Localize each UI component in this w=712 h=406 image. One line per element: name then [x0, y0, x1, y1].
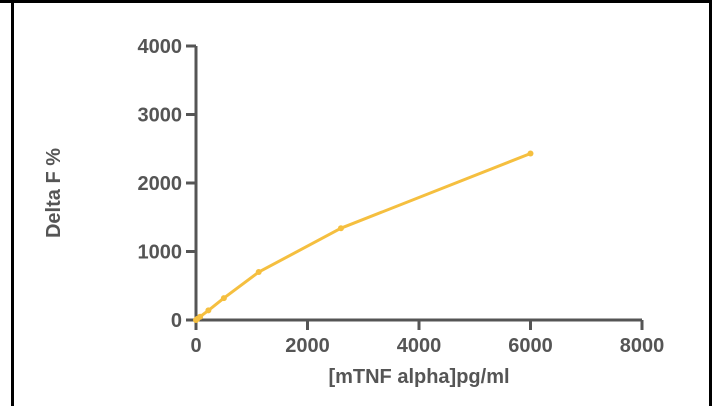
y-tick-label: 0 [171, 310, 182, 332]
data-point [220, 295, 227, 302]
series-layer [193, 150, 534, 323]
series-line [194, 152, 532, 322]
y-tick-label: 3000 [138, 105, 183, 127]
data-point [337, 225, 344, 232]
y-tick-label: 4000 [138, 36, 183, 58]
x-tick-label: 4000 [397, 335, 442, 357]
y-tick-label: 1000 [138, 242, 183, 264]
data-point [205, 307, 212, 314]
y-axis-ticks: 0 1000 2000 3000 4000 [138, 36, 196, 332]
y-axis-title: Delta F % [43, 148, 65, 238]
x-axis-ticks: 0 2000 4000 6000 8000 [190, 320, 664, 357]
data-point [255, 269, 262, 276]
data-point [197, 313, 204, 320]
x-tick-label: 6000 [508, 335, 553, 357]
data-point [527, 150, 534, 157]
frame-left-rule [0, 0, 14, 406]
x-tick-label: 8000 [620, 335, 665, 357]
x-tick-label: 2000 [285, 335, 330, 357]
x-tick-label: 0 [190, 335, 201, 357]
x-axis-title: [mTNF alpha]pg/ml [328, 366, 509, 388]
y-tick-label: 2000 [138, 173, 183, 195]
